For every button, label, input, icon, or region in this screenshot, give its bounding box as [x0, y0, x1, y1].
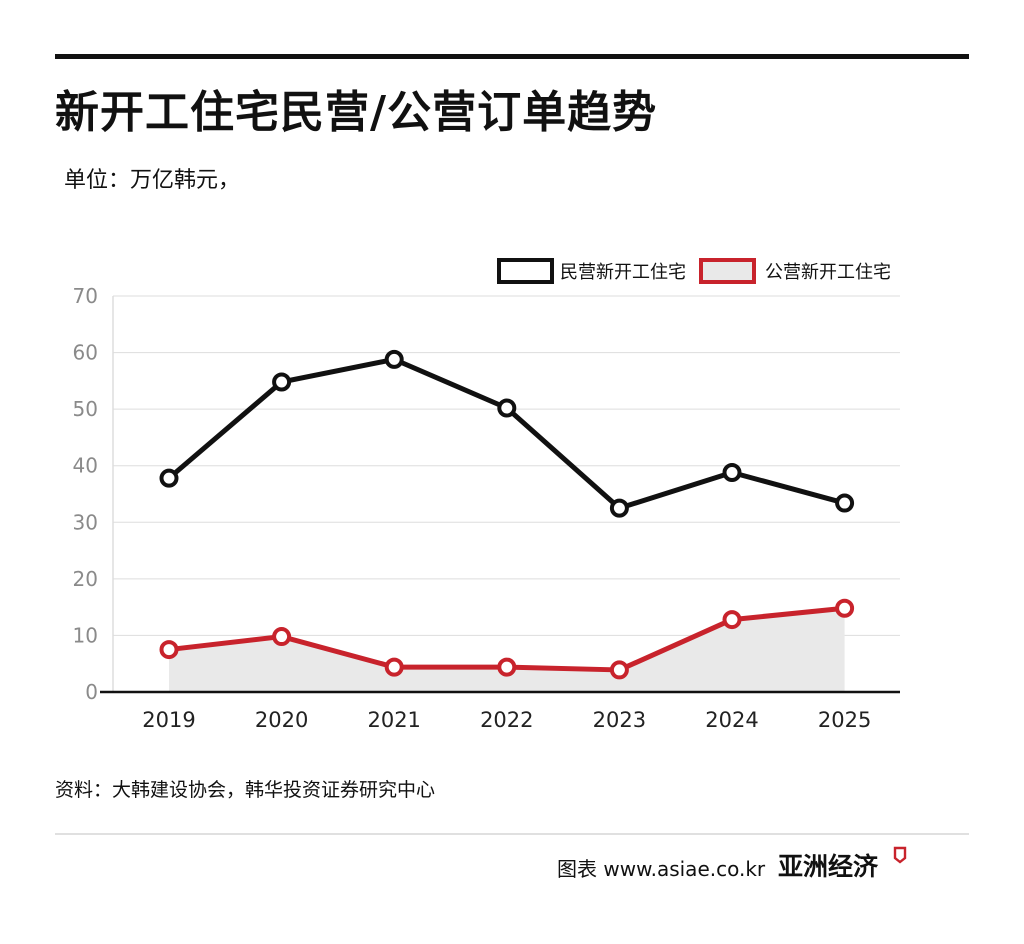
data-point: [722, 463, 742, 483]
unit-label: 单位：万亿韩元，: [64, 168, 241, 193]
bottom-rule: [55, 833, 969, 835]
y-tick-label: 10: [73, 623, 98, 647]
legend-label-1: 公营新开工住宅: [765, 262, 891, 283]
top-rule: [55, 54, 969, 59]
area-fill: [169, 608, 845, 692]
data-point: [159, 640, 179, 660]
x-tick-label: 2025: [818, 708, 871, 732]
data-point: [384, 349, 404, 369]
x-tick-label: 2024: [705, 708, 758, 732]
legend-swatch-1: [699, 258, 756, 284]
data-point: [609, 660, 629, 680]
x-tick-label: 2019: [142, 708, 195, 732]
x-tick-labels: 2019 2020 2021 2022 2023 2024 2025: [142, 708, 871, 732]
y-tick-label: 40: [73, 454, 98, 478]
y-tick-label: 60: [73, 341, 98, 365]
data-point: [384, 657, 404, 677]
page-title: 新开工住宅民营/公营订单趋势: [55, 87, 658, 138]
brand-mark-icon: [893, 846, 907, 864]
y-tick-label: 20: [73, 567, 98, 591]
x-tick-label: 2023: [593, 708, 646, 732]
data-point: [609, 498, 629, 518]
credit-text: 图表 www.asiae.co.kr: [557, 857, 766, 881]
legend-swatch-0: [497, 258, 554, 284]
y-tick-label: 30: [73, 510, 98, 534]
source-note: 资料：大韩建设协会，韩华投资证券研究中心: [55, 779, 436, 801]
y-tick-label: 0: [85, 680, 98, 704]
data-point: [272, 627, 292, 647]
data-point: [272, 372, 292, 392]
public-area-fill: [169, 608, 845, 692]
y-tick-label: 50: [73, 397, 98, 421]
x-tick-label: 2022: [480, 708, 533, 732]
y-tick-labels: 0 10 20 30 40 50 60 70: [73, 284, 98, 704]
data-point: [497, 398, 517, 418]
brand-logo-text: 亚洲经济: [778, 852, 879, 881]
x-tick-label: 2020: [255, 708, 308, 732]
data-point: [835, 493, 855, 513]
data-point: [835, 598, 855, 618]
data-point: [497, 657, 517, 677]
legend-label-0: 民营新开工住宅: [560, 262, 686, 283]
series-points: [159, 349, 855, 680]
axes: [100, 296, 900, 694]
x-tick-label: 2021: [367, 708, 420, 732]
data-point: [722, 610, 742, 630]
series-line-0: [166, 356, 848, 511]
grid-lines: [113, 295, 900, 636]
legend: 民营新开工住宅 公营新开工住宅: [497, 258, 891, 284]
data-point: [159, 468, 179, 488]
y-tick-label: 70: [73, 284, 98, 308]
